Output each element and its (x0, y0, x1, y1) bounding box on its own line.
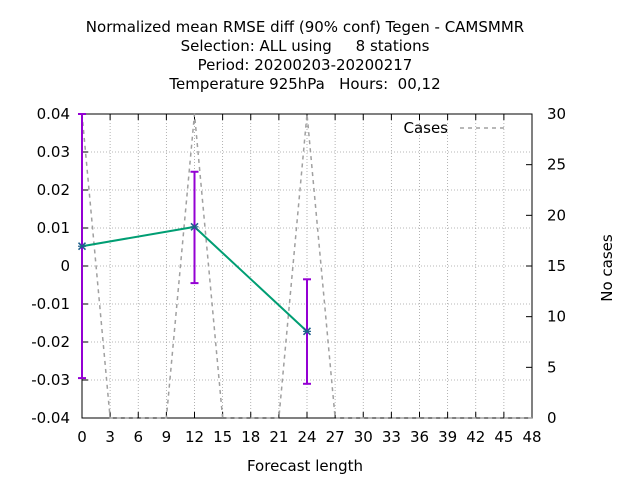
x-tick-label: 39 (438, 428, 457, 446)
error-bars (78, 113, 311, 385)
legend: Cases (403, 119, 506, 137)
x-tick-label: 42 (466, 428, 485, 446)
y-tick-label: 0.03 (37, 143, 70, 161)
x-axis-ticks: 0 3 6 9 12 15 18 21 24 27 30 33 36 39 42 45 48 (77, 114, 542, 446)
y2-tick-label: 30 (547, 105, 566, 123)
x-tick-label: 18 (241, 428, 260, 446)
data-point (190, 222, 199, 231)
x-tick-label: 9 (162, 428, 172, 446)
x-tick-label: 21 (269, 428, 288, 446)
y2-tick-label: 20 (547, 206, 566, 224)
chart-title: Normalized mean RMSE diff (90% conf) Teg… (86, 18, 524, 93)
x-tick-label: 33 (382, 428, 401, 446)
y-tick-label: -0.04 (31, 409, 70, 427)
y2-tick-label: 25 (547, 156, 566, 174)
y2-tick-label: 5 (547, 358, 557, 376)
x-tick-label: 36 (410, 428, 429, 446)
x-axis-label: Forecast length (247, 457, 363, 475)
y-tick-label: 0.04 (37, 105, 70, 123)
x-tick-label: 30 (354, 428, 373, 446)
y2-tick-label: 10 (547, 308, 566, 326)
y-tick-label: -0.02 (31, 333, 70, 351)
title-line: Temperature 925hPa Hours: 00,12 (168, 75, 440, 93)
cases-series (81, 113, 532, 419)
data-point (302, 327, 312, 336)
y2-axis-label: No cases (598, 234, 616, 302)
legend-label-cases: Cases (403, 119, 448, 137)
y-tick-label: 0.01 (37, 219, 70, 237)
y2-tick-label: 15 (547, 257, 566, 275)
cases-line (81, 113, 532, 419)
title-line: Period: 20200203-20200217 (198, 56, 413, 74)
x-tick-label: 27 (326, 428, 345, 446)
y-tick-label: 0 (60, 257, 70, 275)
x-tick-label: 6 (133, 428, 143, 446)
data-point (77, 242, 87, 251)
x-tick-label: 15 (213, 428, 232, 446)
title-line: Normalized mean RMSE diff (90% conf) Teg… (86, 18, 524, 36)
x-tick-label: 24 (297, 428, 316, 446)
y2-axis-ticks: 0 5 10 15 20 25 30 (526, 105, 566, 427)
mean-diff-series (77, 222, 312, 336)
x-tick-label: 48 (522, 428, 541, 446)
y-tick-label: -0.01 (31, 295, 70, 313)
y2-tick-label: 0 (547, 409, 557, 427)
y-axis-ticks: -0.04 -0.03 -0.02 -0.01 0 0.01 0.02 0.03 0.04 (31, 105, 88, 427)
y-tick-label: -0.03 (31, 371, 70, 389)
x-tick-label: 45 (494, 428, 513, 446)
title-line: Selection: ALL using 8 stations (181, 37, 430, 55)
x-tick-label: 3 (105, 428, 115, 446)
x-tick-label: 12 (185, 428, 204, 446)
x-tick-label: 0 (77, 428, 87, 446)
y-tick-label: 0.02 (37, 181, 70, 199)
